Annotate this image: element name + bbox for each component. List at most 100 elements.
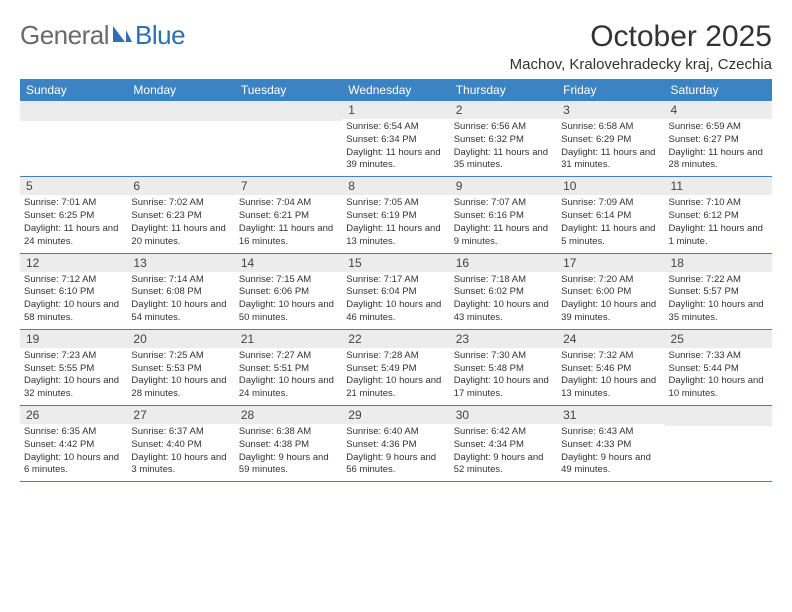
day-number: 16 bbox=[450, 254, 557, 272]
day-body: Sunrise: 7:20 AMSunset: 6:00 PMDaylight:… bbox=[557, 272, 664, 329]
day-number: 17 bbox=[557, 254, 664, 272]
day-cell bbox=[665, 406, 772, 481]
day-number: 24 bbox=[557, 330, 664, 348]
day-cell: 2Sunrise: 6:56 AMSunset: 6:32 PMDaylight… bbox=[450, 101, 557, 176]
day-cell: 7Sunrise: 7:04 AMSunset: 6:21 PMDaylight… bbox=[235, 177, 342, 252]
day-body: Sunrise: 7:07 AMSunset: 6:16 PMDaylight:… bbox=[450, 195, 557, 252]
sail-icon bbox=[111, 20, 133, 51]
sunrise-text: Sunrise: 6:54 AM bbox=[346, 121, 445, 134]
sunset-text: Sunset: 4:38 PM bbox=[239, 439, 338, 452]
day-cell: 5Sunrise: 7:01 AMSunset: 6:25 PMDaylight… bbox=[20, 177, 127, 252]
day-body: Sunrise: 7:30 AMSunset: 5:48 PMDaylight:… bbox=[450, 348, 557, 405]
sunset-text: Sunset: 6:29 PM bbox=[561, 134, 660, 147]
day-number: 27 bbox=[127, 406, 234, 424]
sunrise-text: Sunrise: 7:04 AM bbox=[239, 197, 338, 210]
sunset-text: Sunset: 6:10 PM bbox=[24, 286, 123, 299]
sunrise-text: Sunrise: 7:32 AM bbox=[561, 350, 660, 363]
header: General Blue October 2025 Machov, Kralov… bbox=[20, 20, 772, 73]
day-body: Sunrise: 6:42 AMSunset: 4:34 PMDaylight:… bbox=[450, 424, 557, 481]
day-number: 18 bbox=[665, 254, 772, 272]
daylight-text: Daylight: 11 hours and 28 minutes. bbox=[669, 147, 768, 173]
day-cell: 26Sunrise: 6:35 AMSunset: 4:42 PMDayligh… bbox=[20, 406, 127, 481]
sunrise-text: Sunrise: 7:17 AM bbox=[346, 274, 445, 287]
day-cell: 16Sunrise: 7:18 AMSunset: 6:02 PMDayligh… bbox=[450, 254, 557, 329]
daylight-text: Daylight: 10 hours and 54 minutes. bbox=[131, 299, 230, 325]
sunrise-text: Sunrise: 7:05 AM bbox=[346, 197, 445, 210]
day-number: 30 bbox=[450, 406, 557, 424]
day-cell: 31Sunrise: 6:43 AMSunset: 4:33 PMDayligh… bbox=[557, 406, 664, 481]
weekday-header: Thursday bbox=[450, 79, 557, 101]
daylight-text: Daylight: 10 hours and 21 minutes. bbox=[346, 375, 445, 401]
day-number: 14 bbox=[235, 254, 342, 272]
day-number: 11 bbox=[665, 177, 772, 195]
day-cell: 13Sunrise: 7:14 AMSunset: 6:08 PMDayligh… bbox=[127, 254, 234, 329]
day-body: Sunrise: 7:33 AMSunset: 5:44 PMDaylight:… bbox=[665, 348, 772, 405]
day-body: Sunrise: 7:05 AMSunset: 6:19 PMDaylight:… bbox=[342, 195, 449, 252]
day-cell: 24Sunrise: 7:32 AMSunset: 5:46 PMDayligh… bbox=[557, 330, 664, 405]
day-number: 7 bbox=[235, 177, 342, 195]
day-number: 4 bbox=[665, 101, 772, 119]
day-number: 29 bbox=[342, 406, 449, 424]
day-cell: 19Sunrise: 7:23 AMSunset: 5:55 PMDayligh… bbox=[20, 330, 127, 405]
day-number: 31 bbox=[557, 406, 664, 424]
day-cell bbox=[127, 101, 234, 176]
day-body: Sunrise: 6:43 AMSunset: 4:33 PMDaylight:… bbox=[557, 424, 664, 481]
day-body: Sunrise: 7:27 AMSunset: 5:51 PMDaylight:… bbox=[235, 348, 342, 405]
sunrise-text: Sunrise: 7:23 AM bbox=[24, 350, 123, 363]
day-cell: 17Sunrise: 7:20 AMSunset: 6:00 PMDayligh… bbox=[557, 254, 664, 329]
day-body: Sunrise: 7:14 AMSunset: 6:08 PMDaylight:… bbox=[127, 272, 234, 329]
daylight-text: Daylight: 10 hours and 13 minutes. bbox=[561, 375, 660, 401]
day-cell: 10Sunrise: 7:09 AMSunset: 6:14 PMDayligh… bbox=[557, 177, 664, 252]
day-number: 22 bbox=[342, 330, 449, 348]
daylight-text: Daylight: 11 hours and 31 minutes. bbox=[561, 147, 660, 173]
day-cell: 1Sunrise: 6:54 AMSunset: 6:34 PMDaylight… bbox=[342, 101, 449, 176]
day-cell: 21Sunrise: 7:27 AMSunset: 5:51 PMDayligh… bbox=[235, 330, 342, 405]
day-cell: 6Sunrise: 7:02 AMSunset: 6:23 PMDaylight… bbox=[127, 177, 234, 252]
sunset-text: Sunset: 5:46 PM bbox=[561, 363, 660, 376]
daylight-text: Daylight: 9 hours and 52 minutes. bbox=[454, 452, 553, 478]
weekday-header: Sunday bbox=[20, 79, 127, 101]
day-body: Sunrise: 7:25 AMSunset: 5:53 PMDaylight:… bbox=[127, 348, 234, 405]
day-body: Sunrise: 7:32 AMSunset: 5:46 PMDaylight:… bbox=[557, 348, 664, 405]
day-body: Sunrise: 6:38 AMSunset: 4:38 PMDaylight:… bbox=[235, 424, 342, 481]
week-row: 12Sunrise: 7:12 AMSunset: 6:10 PMDayligh… bbox=[20, 254, 772, 330]
week-row: 1Sunrise: 6:54 AMSunset: 6:34 PMDaylight… bbox=[20, 101, 772, 177]
day-body: Sunrise: 7:23 AMSunset: 5:55 PMDaylight:… bbox=[20, 348, 127, 405]
sunset-text: Sunset: 6:02 PM bbox=[454, 286, 553, 299]
sunset-text: Sunset: 5:51 PM bbox=[239, 363, 338, 376]
day-body: Sunrise: 7:22 AMSunset: 5:57 PMDaylight:… bbox=[665, 272, 772, 329]
sunrise-text: Sunrise: 7:20 AM bbox=[561, 274, 660, 287]
day-cell: 12Sunrise: 7:12 AMSunset: 6:10 PMDayligh… bbox=[20, 254, 127, 329]
sunset-text: Sunset: 5:53 PM bbox=[131, 363, 230, 376]
day-cell: 22Sunrise: 7:28 AMSunset: 5:49 PMDayligh… bbox=[342, 330, 449, 405]
day-number bbox=[20, 101, 127, 121]
day-body: Sunrise: 6:37 AMSunset: 4:40 PMDaylight:… bbox=[127, 424, 234, 481]
sunset-text: Sunset: 5:44 PM bbox=[669, 363, 768, 376]
day-cell: 3Sunrise: 6:58 AMSunset: 6:29 PMDaylight… bbox=[557, 101, 664, 176]
sunset-text: Sunset: 6:25 PM bbox=[24, 210, 123, 223]
day-number: 28 bbox=[235, 406, 342, 424]
day-number: 9 bbox=[450, 177, 557, 195]
day-number: 5 bbox=[20, 177, 127, 195]
day-body: Sunrise: 7:01 AMSunset: 6:25 PMDaylight:… bbox=[20, 195, 127, 252]
sunset-text: Sunset: 6:04 PM bbox=[346, 286, 445, 299]
day-number: 8 bbox=[342, 177, 449, 195]
daylight-text: Daylight: 10 hours and 39 minutes. bbox=[561, 299, 660, 325]
daylight-text: Daylight: 10 hours and 10 minutes. bbox=[669, 375, 768, 401]
sunset-text: Sunset: 6:06 PM bbox=[239, 286, 338, 299]
daylight-text: Daylight: 10 hours and 32 minutes. bbox=[24, 375, 123, 401]
day-cell: 8Sunrise: 7:05 AMSunset: 6:19 PMDaylight… bbox=[342, 177, 449, 252]
day-number: 2 bbox=[450, 101, 557, 119]
daylight-text: Daylight: 10 hours and 24 minutes. bbox=[239, 375, 338, 401]
daylight-text: Daylight: 11 hours and 13 minutes. bbox=[346, 223, 445, 249]
day-body: Sunrise: 7:04 AMSunset: 6:21 PMDaylight:… bbox=[235, 195, 342, 252]
day-cell: 28Sunrise: 6:38 AMSunset: 4:38 PMDayligh… bbox=[235, 406, 342, 481]
day-body: Sunrise: 7:09 AMSunset: 6:14 PMDaylight:… bbox=[557, 195, 664, 252]
sunset-text: Sunset: 6:16 PM bbox=[454, 210, 553, 223]
day-number: 26 bbox=[20, 406, 127, 424]
day-cell: 27Sunrise: 6:37 AMSunset: 4:40 PMDayligh… bbox=[127, 406, 234, 481]
daylight-text: Daylight: 9 hours and 49 minutes. bbox=[561, 452, 660, 478]
sunrise-text: Sunrise: 6:56 AM bbox=[454, 121, 553, 134]
day-body: Sunrise: 7:15 AMSunset: 6:06 PMDaylight:… bbox=[235, 272, 342, 329]
sunrise-text: Sunrise: 7:10 AM bbox=[669, 197, 768, 210]
